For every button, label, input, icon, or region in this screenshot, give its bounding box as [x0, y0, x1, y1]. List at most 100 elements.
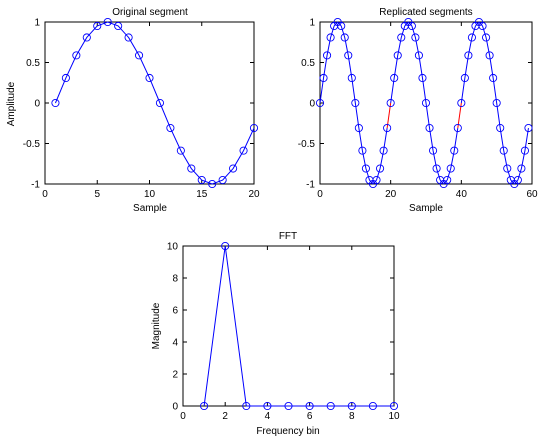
original-x-axis-label: Sample — [133, 203, 167, 214]
replicated-segments-plot: Replicated segments Sample 0 20 40 60 -1 -0.5… — [298, 7, 538, 214]
fft-series-line — [203, 245, 394, 407]
replicated-data-point — [450, 146, 459, 155]
replicated-series-line — [460, 21, 529, 185]
replicated-data-point — [390, 73, 399, 83]
original-y-axis-label: Amplitude — [6, 81, 17, 126]
replicated-data-point — [323, 51, 332, 60]
fft-x-tick-label: 10 — [388, 411, 400, 422]
replicated-x-tick-label: 40 — [456, 189, 468, 200]
fft-y-tick-label: 0 — [172, 402, 178, 413]
fft-y-tick-label: 10 — [167, 242, 179, 253]
original-x-tick-label: 5 — [94, 189, 100, 200]
original-data-point — [93, 21, 102, 31]
replicated-data-point — [496, 123, 505, 133]
original-plot-frame — [44, 21, 255, 185]
replicated-data-point — [347, 73, 356, 83]
replicated-data-point — [499, 146, 508, 155]
replicated-data-point — [478, 21, 487, 31]
replicated-data-point — [414, 51, 423, 60]
original-y-tick-label: 0 — [34, 99, 40, 110]
fft-y-tick-label: 6 — [172, 306, 178, 317]
fft-x-tick-label: 8 — [349, 411, 355, 422]
replicated-x-axis-label: Sample — [409, 203, 443, 214]
replicated-data-point — [425, 123, 434, 133]
replicated-data-point — [467, 33, 476, 42]
replicated-data-point — [446, 164, 455, 173]
replicated-y-tick-label: 1 — [309, 18, 315, 29]
replicated-data-point — [489, 73, 498, 83]
original-data-point — [114, 21, 123, 31]
replicated-data-point — [421, 98, 431, 108]
original-data-point — [103, 17, 112, 27]
original-data-point — [82, 33, 91, 42]
original-data-point — [61, 73, 70, 83]
replicated-data-point — [358, 146, 367, 155]
fft-data-point — [242, 401, 251, 411]
original-y-tick-label: -0.5 — [23, 139, 41, 150]
replicated-data-point — [340, 33, 349, 42]
fft-data-point — [389, 401, 399, 411]
replicated-data-point — [443, 175, 452, 185]
original-data-point — [72, 51, 81, 60]
replicated-data-point — [460, 73, 469, 83]
fft-x-tick-label: 2 — [222, 411, 228, 422]
replicated-data-point — [397, 33, 406, 42]
replicated-y-tick-label: -0.5 — [298, 139, 316, 150]
replicated-data-point — [319, 73, 328, 83]
fft-x-tick-label: 4 — [265, 411, 271, 422]
replicated-joint-line — [457, 102, 462, 129]
original-x-tick-label: 15 — [196, 189, 208, 200]
original-data-point — [134, 51, 144, 60]
fft-data-point — [305, 401, 314, 411]
original-y-tick-label: 0.5 — [26, 58, 40, 69]
original-data-point — [166, 123, 175, 133]
fft-x-tick-label: 0 — [180, 411, 186, 422]
original-data-point — [197, 175, 206, 185]
replicated-data-point — [464, 51, 473, 60]
replicated-data-point — [485, 51, 494, 60]
replicated-data-point — [383, 123, 392, 133]
replicated-joint-line — [386, 102, 392, 129]
fft-data-point — [284, 401, 293, 411]
original-y-tick-label: -1 — [31, 180, 40, 191]
replicated-data-point — [407, 21, 416, 31]
replicated-data-point — [386, 98, 395, 108]
replicated-data-point — [372, 175, 381, 185]
fft-data-point — [347, 401, 356, 411]
replicated-data-point — [418, 73, 427, 83]
original-series-line — [54, 21, 255, 185]
replicated-data-point — [354, 123, 363, 133]
replicated-data-point — [411, 33, 420, 42]
replicated-data-point — [457, 98, 466, 108]
replicated-data-point — [453, 123, 462, 133]
replicated-y-tick-label: 0 — [309, 99, 315, 110]
replicated-plot-title: Replicated segments — [379, 7, 472, 18]
original-data-point — [187, 164, 196, 173]
replicated-data-point — [337, 21, 346, 31]
replicated-data-point — [361, 164, 370, 173]
original-x-tick-label: 10 — [144, 189, 156, 200]
original-x-tick-label: 20 — [248, 189, 260, 200]
replicated-y-tick-label: 0.5 — [301, 58, 315, 69]
replicated-series-line — [319, 21, 388, 185]
replicated-data-point — [376, 164, 385, 173]
original-data-point — [124, 33, 133, 42]
replicated-data-point — [482, 33, 491, 42]
replicated-data-point — [344, 51, 353, 60]
fft-data-point — [263, 401, 272, 411]
replicated-x-tick-label: 0 — [317, 189, 323, 200]
fft-data-point — [200, 401, 209, 411]
fft-data-point — [326, 401, 335, 411]
replicated-data-point — [393, 51, 402, 60]
fft-data-point — [368, 401, 377, 411]
original-plot-title: Original segment — [112, 7, 188, 18]
replicated-data-point — [520, 146, 529, 155]
original-data-point — [208, 179, 217, 189]
replicated-data-point — [513, 175, 522, 185]
fft-plot: FFT Frequency bin Magnitude 0 2 4 6 8 10 0 2 4 6 8… — [151, 231, 400, 437]
original-data-point — [239, 146, 248, 155]
original-data-point — [145, 73, 154, 83]
replicated-data-point — [432, 164, 441, 173]
original-data-point — [176, 146, 185, 155]
